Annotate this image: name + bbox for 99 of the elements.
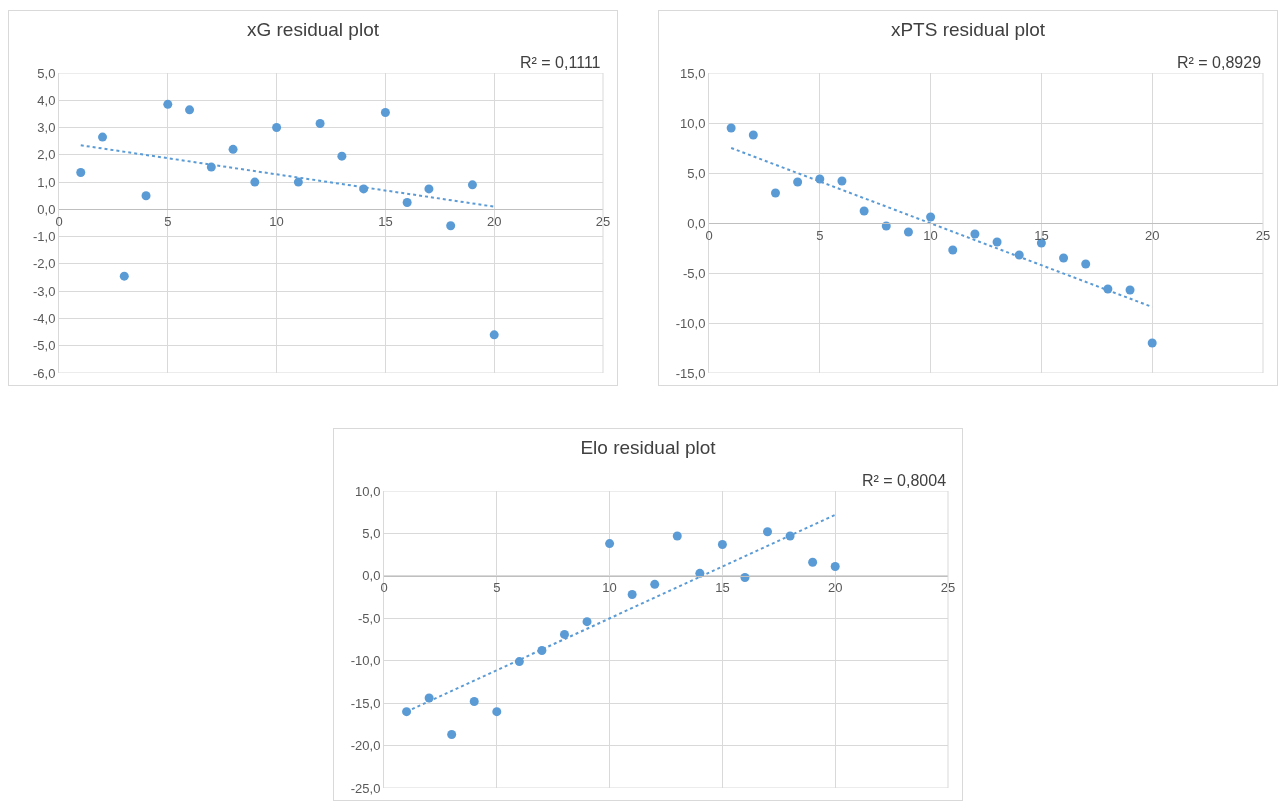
point	[402, 198, 412, 208]
x-tick-label: 25	[940, 580, 956, 596]
x-tick-label: 15	[715, 580, 730, 596]
y-tick-label: 5,0	[362, 525, 381, 541]
point	[1059, 253, 1069, 263]
point	[293, 177, 303, 187]
y-tick-label: -1,0	[32, 229, 56, 245]
x-tick-label: 25	[1255, 227, 1271, 243]
text: R² = 0,1111	[520, 54, 601, 71]
x-tick-label: 20	[1144, 227, 1160, 243]
point	[837, 176, 847, 186]
point	[1125, 285, 1135, 295]
point	[830, 562, 840, 572]
point	[859, 206, 869, 216]
y-tick-label: 10,0	[355, 483, 381, 499]
x-tick-label: 20	[827, 580, 843, 596]
y-tick-label: -6,0	[32, 365, 56, 381]
point	[559, 629, 569, 639]
y-tick-label: 0,0	[37, 201, 56, 217]
x-tick-label: 5	[493, 580, 501, 596]
x-tick-label: 20	[486, 213, 502, 229]
point	[748, 130, 758, 140]
y-tick-label: -25,0	[350, 780, 381, 796]
point	[76, 168, 86, 178]
point	[605, 539, 615, 549]
y-tick-label: 5,0	[687, 165, 706, 181]
point	[726, 123, 736, 133]
point	[272, 123, 282, 133]
point	[582, 617, 592, 627]
y-tick-label: -15,0	[350, 695, 381, 711]
y-tick-label: 1,0	[37, 174, 56, 190]
point	[1147, 338, 1157, 348]
point	[903, 227, 913, 237]
point	[948, 245, 958, 255]
x-tick-label: 10	[269, 213, 284, 229]
y-tick-label: -15,0	[675, 365, 706, 381]
point	[514, 657, 524, 667]
x-tick-label: 0	[705, 227, 713, 243]
point	[228, 144, 238, 154]
x-tick-label: 5	[164, 213, 172, 229]
point	[446, 221, 456, 231]
x-tick-label: 15	[378, 213, 393, 229]
y-tick-label: -2,0	[32, 256, 56, 272]
point	[808, 557, 818, 567]
text: R² = 0,8929	[1177, 54, 1262, 71]
y-tick-label: -5,0	[357, 610, 381, 626]
point	[98, 132, 108, 142]
point	[717, 539, 727, 549]
point	[185, 105, 195, 115]
point	[763, 527, 773, 537]
y-tick-label: -5,0	[682, 265, 706, 281]
point	[489, 330, 499, 340]
point	[492, 707, 502, 717]
y-tick-label: 0,0	[687, 215, 706, 231]
y-tick-label: -3,0	[32, 283, 56, 299]
point	[469, 696, 479, 706]
y-tick-label: -10,0	[675, 315, 706, 331]
point	[250, 177, 260, 187]
x-tick-label: 10	[923, 227, 938, 243]
point	[770, 188, 780, 198]
x-tick-label: 5	[816, 227, 824, 243]
point	[141, 191, 151, 201]
y-tick-label: -20,0	[350, 738, 381, 754]
point	[650, 579, 660, 589]
y-tick-label: -4,0	[32, 311, 56, 326]
point	[793, 177, 803, 187]
point	[380, 108, 390, 118]
point	[926, 212, 936, 222]
point	[424, 184, 434, 194]
point	[672, 531, 682, 541]
y-tick-label: 10,0	[680, 115, 706, 131]
y-tick-label: 3,0	[37, 120, 56, 136]
x-tick-label: 0	[55, 213, 63, 229]
x-tick-label: 15	[1034, 227, 1049, 243]
point	[627, 590, 637, 600]
y-tick-label: 4,0	[37, 92, 56, 108]
point	[163, 99, 173, 109]
point	[1081, 259, 1091, 269]
text: R² = 0,8004	[862, 472, 947, 489]
chart-title: Elo residual plot	[580, 437, 717, 459]
y-tick-label: 5,0	[37, 65, 56, 81]
point	[447, 730, 457, 740]
point	[119, 271, 129, 281]
y-tick-label: 15,0	[680, 65, 706, 81]
y-tick-label: 0,0	[362, 568, 381, 584]
point	[467, 180, 477, 190]
y-tick-label: 2,0	[37, 147, 56, 163]
x-tick-label: 10	[602, 580, 617, 596]
point	[402, 707, 412, 717]
point	[337, 151, 347, 161]
point	[315, 118, 325, 128]
y-tick-label: -10,0	[350, 653, 381, 669]
y-tick-label: -5,0	[32, 338, 56, 354]
chart-title: xG residual plot	[246, 19, 380, 41]
x-tick-label: 25	[595, 213, 611, 229]
x-tick-label: 0	[380, 580, 388, 596]
chart-title: xPTS residual plot	[890, 19, 1046, 41]
point	[970, 229, 980, 239]
point	[992, 237, 1002, 247]
